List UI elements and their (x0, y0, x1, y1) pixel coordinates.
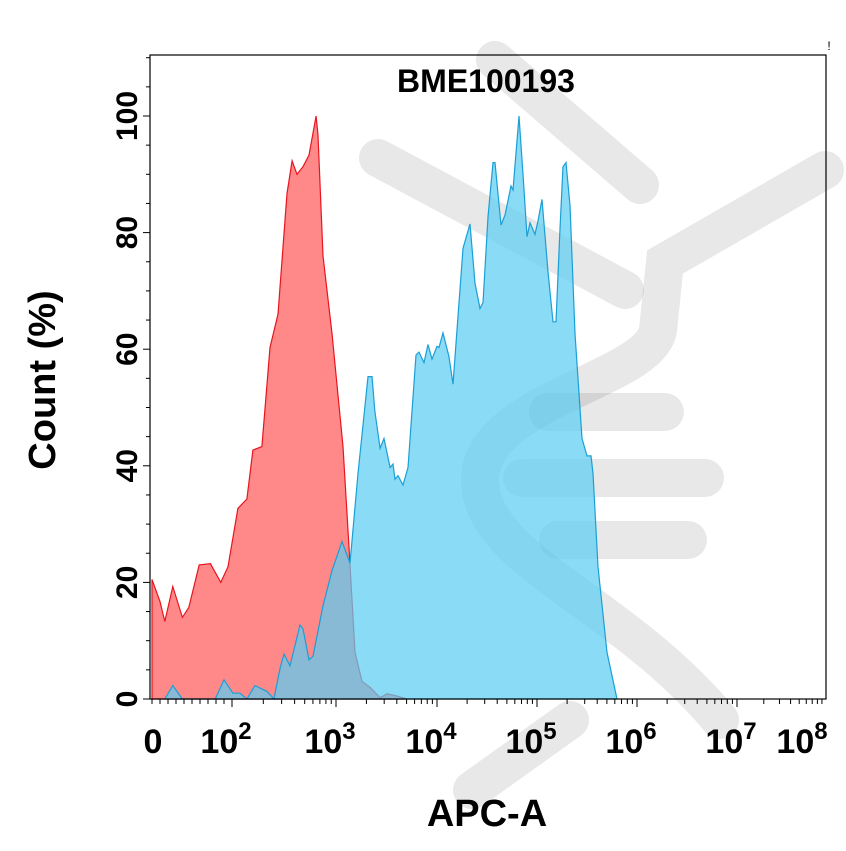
x-tick-label: 108 (776, 718, 827, 761)
x-tick-exponent: 6 (643, 718, 656, 745)
y-tick-label: 20 (111, 566, 144, 599)
y-tick-label: 60 (111, 333, 144, 366)
x-axis-title: APC-A (427, 793, 547, 835)
x-tick-base: 10 (405, 723, 443, 761)
y-tick-label: 80 (111, 216, 144, 249)
x-tick-label: 102 (200, 718, 251, 761)
x-tick-label: 107 (705, 718, 756, 761)
x-tick-base: 10 (200, 723, 238, 761)
x-tick-base: 10 (304, 723, 342, 761)
y-tick-label: 100 (111, 91, 144, 141)
x-tick-exponent: 5 (543, 718, 556, 745)
x-tick-label: 103 (304, 718, 355, 761)
y-axis-title: Count (%) (22, 290, 64, 469)
x-tick-label: 0 (144, 723, 163, 761)
x-tick-label: 106 (605, 718, 656, 761)
x-tick-exponent: 3 (342, 718, 355, 745)
x-tick-base: 10 (705, 723, 743, 761)
y-tick-label: 40 (111, 449, 144, 482)
x-tick-base: 10 (505, 723, 543, 761)
x-tick-label: 104 (405, 718, 457, 761)
x-tick-base: 10 (776, 723, 814, 761)
x-tick-label: 105 (505, 718, 556, 761)
corner-mark: ! (827, 39, 830, 53)
x-tick-exponent: 7 (743, 718, 756, 745)
x-tick-exponent: 8 (814, 718, 827, 745)
x-tick-exponent: 2 (238, 718, 251, 745)
axes (149, 54, 827, 700)
plot-frame (149, 54, 827, 700)
x-tick-exponent: 4 (443, 718, 457, 745)
y-tick-label: 0 (111, 691, 144, 708)
x-tick-base: 10 (605, 723, 643, 761)
chart-title: BME100193 (397, 63, 575, 99)
histogram-bme100193 (163, 115, 618, 701)
x-tick-base: 0 (144, 723, 163, 761)
